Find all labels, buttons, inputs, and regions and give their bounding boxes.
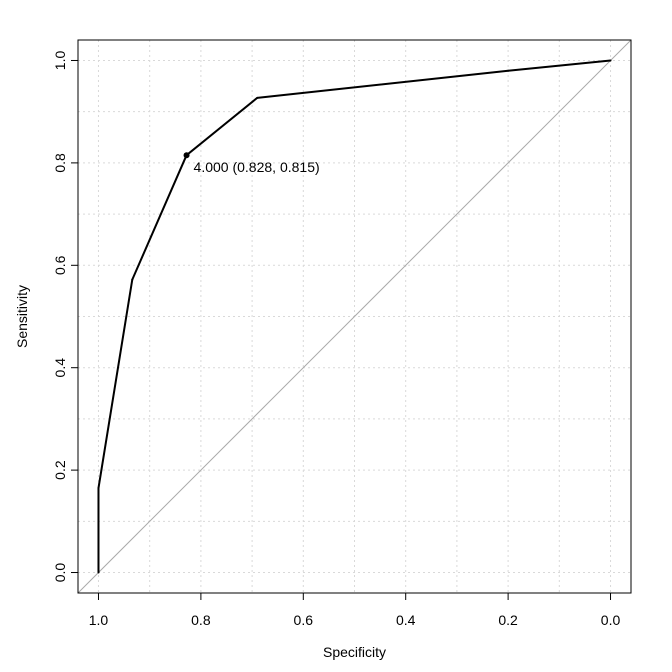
- roc-curve-point: [507, 69, 510, 72]
- y-axis-tick-label: 0.6: [52, 255, 68, 275]
- y-axis-tick-label: 0.0: [52, 563, 68, 583]
- roc-curve-point: [97, 487, 100, 490]
- y-axis-title: Sensitivity: [14, 285, 30, 348]
- x-axis: 1.0 0.8 0.6 0.4 0.2 0.0: [89, 593, 621, 628]
- x-axis-title: Specificity: [323, 644, 386, 660]
- roc-curve-point: [609, 59, 612, 62]
- y-axis: 0.0 0.2 0.4 0.6 0.8 1.0: [52, 51, 78, 583]
- y-axis-tick-label: 1.0: [52, 51, 68, 71]
- x-axis-tick-label: 0.4: [396, 612, 416, 628]
- y-axis-tick-label: 0.8: [52, 153, 68, 173]
- roc-curve-point: [97, 571, 100, 574]
- plot-border: [77, 39, 632, 594]
- highlight-point: [183, 152, 190, 159]
- roc-curve-point: [131, 278, 134, 281]
- x-axis-tick-label: 0.0: [601, 612, 621, 628]
- x-axis-tick-label: 0.6: [294, 612, 314, 628]
- y-axis-tick-label: 0.4: [52, 358, 68, 378]
- x-axis-tick-label: 0.2: [498, 612, 518, 628]
- y-axis-tick-label: 0.2: [52, 460, 68, 480]
- highlight-point-label: 4.000 (0.828, 0.815): [194, 159, 320, 175]
- reference-diagonal-line: [77, 39, 632, 594]
- x-axis-tick-label: 0.8: [191, 612, 211, 628]
- x-axis-tick-label: 1.0: [89, 612, 109, 628]
- roc-curve-point: [256, 96, 259, 99]
